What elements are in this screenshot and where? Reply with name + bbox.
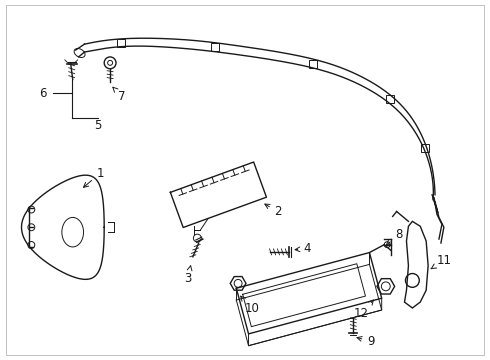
Bar bbox=[386, 95, 393, 103]
Bar bbox=[421, 144, 429, 152]
Text: 2: 2 bbox=[265, 204, 282, 219]
Text: 11: 11 bbox=[431, 254, 451, 269]
Text: 3: 3 bbox=[184, 266, 192, 285]
Text: 9: 9 bbox=[357, 335, 375, 348]
Bar bbox=[118, 39, 125, 47]
Text: 10: 10 bbox=[241, 296, 259, 315]
Text: 4: 4 bbox=[295, 242, 311, 255]
Bar bbox=[211, 43, 219, 51]
Text: 8: 8 bbox=[386, 228, 403, 245]
Text: 1: 1 bbox=[83, 167, 104, 187]
Text: 12: 12 bbox=[354, 300, 373, 320]
Text: 6: 6 bbox=[39, 87, 47, 100]
Text: 7: 7 bbox=[113, 87, 125, 103]
Bar bbox=[309, 60, 317, 68]
Text: 5: 5 bbox=[95, 120, 102, 132]
